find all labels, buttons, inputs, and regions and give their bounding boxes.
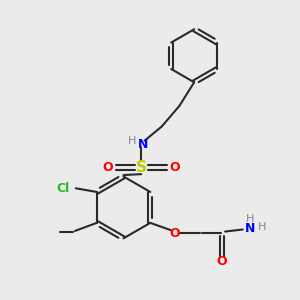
- Text: Cl: Cl: [56, 182, 70, 195]
- Text: H: H: [246, 214, 254, 224]
- Text: H: H: [128, 136, 136, 146]
- Text: H: H: [258, 222, 266, 232]
- Text: O: O: [170, 226, 180, 239]
- Text: O: O: [169, 161, 180, 174]
- Text: N: N: [245, 221, 255, 235]
- Text: O: O: [217, 255, 227, 268]
- Text: S: S: [136, 160, 147, 175]
- Text: N: N: [138, 138, 149, 151]
- Text: O: O: [103, 161, 113, 174]
